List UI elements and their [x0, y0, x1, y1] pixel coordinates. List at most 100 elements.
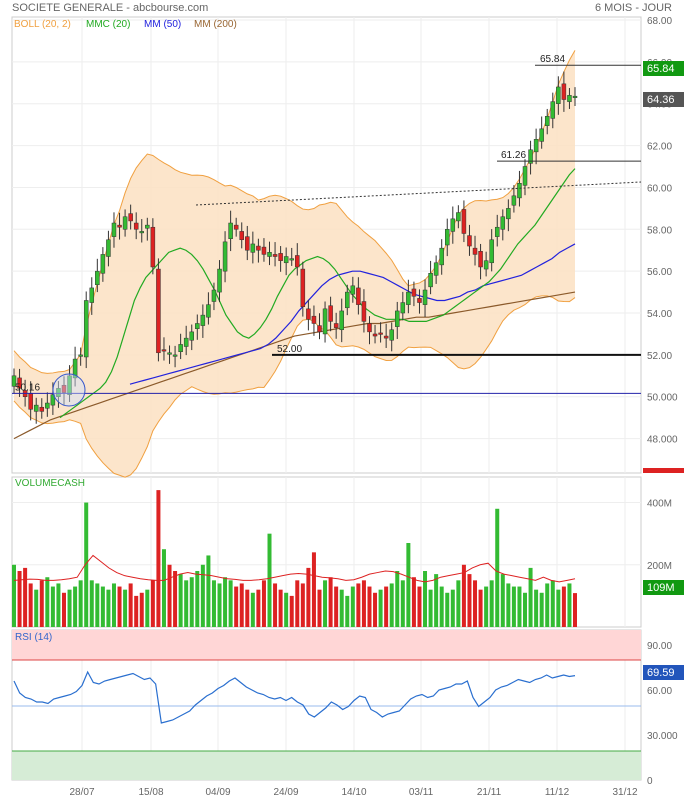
volume-bar	[439, 586, 444, 627]
volume-last-tag: 109M	[647, 582, 675, 594]
legend: BOLL (20, 2) MMC (20) MM (50) MM (200)	[14, 19, 237, 30]
price-level-label: 61.26	[501, 150, 526, 161]
volume-bar	[384, 586, 389, 627]
candle-body	[167, 352, 172, 355]
candle-body	[456, 212, 461, 222]
legend-mm200: MM (200)	[194, 19, 237, 30]
candle-body	[383, 335, 389, 339]
candle-body	[350, 285, 356, 295]
volume-bar	[334, 586, 339, 627]
candle-body	[117, 224, 122, 228]
price-panel-frame	[11, 16, 642, 474]
volume-bar	[389, 583, 394, 627]
candle-body	[139, 231, 145, 234]
candle-body	[483, 260, 489, 270]
volume-bar	[456, 580, 461, 627]
period-label: 6 MOIS - JOUR	[595, 2, 672, 14]
volume-bar	[300, 583, 305, 627]
volume-bar	[378, 589, 383, 627]
candle-body	[56, 388, 61, 397]
candle-body	[195, 323, 200, 329]
candle-body	[372, 333, 378, 337]
candle-body	[311, 315, 317, 324]
candle-body	[33, 404, 39, 412]
x-tick-label: 15/08	[138, 787, 163, 798]
mm50-path	[129, 243, 576, 385]
volume-bar	[100, 586, 105, 627]
x-tick-label: 03/11	[409, 787, 434, 798]
candle-body	[95, 270, 100, 286]
candle-body	[528, 149, 533, 164]
candle-body	[406, 291, 411, 305]
candle-body	[422, 289, 428, 305]
candle-body	[450, 218, 456, 232]
volume-bar	[200, 564, 205, 627]
candle-body	[572, 95, 578, 98]
rsi-tick-label: 0	[647, 776, 653, 787]
candle-body	[206, 304, 211, 318]
volume-bar	[461, 564, 466, 627]
rsi-overbought-zone	[12, 630, 641, 660]
candle-body	[511, 195, 517, 206]
volume-bar	[156, 490, 161, 627]
candle-body	[556, 86, 561, 104]
volume-bar	[261, 580, 266, 627]
volume-bar	[411, 577, 416, 627]
candle-body	[45, 402, 50, 409]
candle-body	[61, 384, 67, 393]
candle-body	[472, 247, 478, 255]
volume-bar	[289, 595, 294, 627]
rsi-title: RSI (14)	[15, 632, 52, 643]
volume-bar	[539, 592, 544, 627]
volume-bar	[223, 577, 228, 627]
bollinger-fill	[14, 50, 575, 478]
volume-last-tag-bg	[643, 580, 684, 595]
volume-bar	[195, 571, 200, 627]
candle-body	[11, 375, 17, 387]
highlight-circle	[52, 373, 86, 407]
volume-bar	[350, 586, 355, 627]
volume-bar	[84, 502, 89, 627]
bollinger-lower	[13, 295, 576, 478]
candle-body	[494, 226, 500, 237]
volume-bar	[17, 571, 22, 627]
volume-bar	[145, 589, 150, 627]
candle-body	[517, 183, 522, 199]
volume-bar	[400, 580, 405, 627]
volume-bar	[450, 589, 455, 627]
candle-body	[328, 305, 333, 322]
volume-bar	[395, 571, 400, 627]
candle-body	[467, 235, 472, 247]
volume-bar	[250, 592, 255, 627]
candle-body	[478, 251, 483, 268]
volume-bar	[56, 583, 61, 627]
rsi-tick-label: 60.00	[647, 686, 672, 697]
candle-body	[100, 254, 106, 274]
price-tick-label: 68.00	[647, 16, 672, 27]
candlesticks	[11, 71, 578, 424]
volume-bar	[423, 571, 428, 627]
candle-body	[128, 213, 133, 222]
candle-body	[339, 310, 344, 331]
volume-bar	[323, 580, 328, 627]
candle-body	[367, 323, 372, 333]
volume-bar	[61, 592, 66, 627]
volume-bar	[339, 589, 344, 627]
candle-body	[400, 302, 406, 314]
candle-body	[433, 262, 439, 276]
legend-boll: BOLL (20, 2)	[14, 19, 71, 30]
volume-bar	[39, 580, 44, 627]
legend-mmc20: MMC (20)	[86, 19, 130, 30]
price-tick-label: 54.00	[647, 309, 672, 320]
volume-bar	[178, 574, 183, 627]
volume-bar	[556, 589, 561, 627]
volume-bar	[317, 589, 322, 627]
volume-bar	[128, 583, 133, 627]
price-axis: 48.000 50.000 52.00 54.00 56.00 58.00 60.00 62.…	[647, 16, 678, 446]
volume-bar	[523, 592, 528, 627]
candle-body	[222, 241, 228, 272]
candle-body	[145, 224, 150, 229]
candle-body	[200, 314, 206, 326]
volume-bar	[434, 574, 439, 627]
